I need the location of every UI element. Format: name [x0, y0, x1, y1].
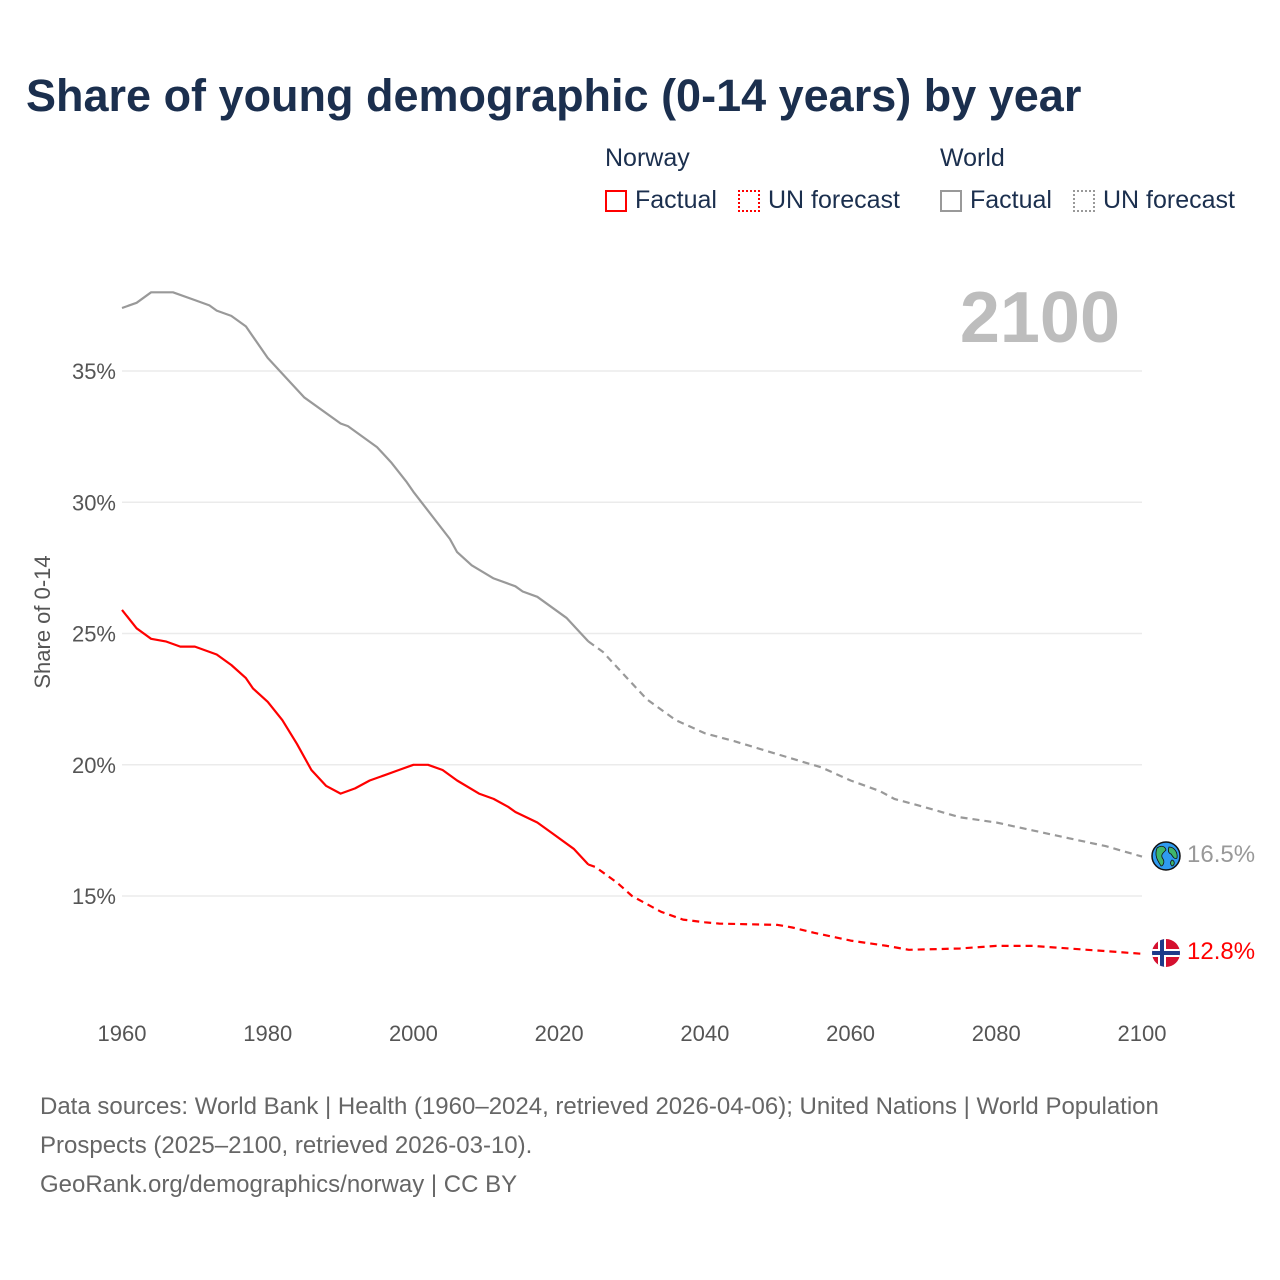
- norway-un-forecast-line: [587, 863, 1143, 955]
- legend-label: Factual: [970, 186, 1052, 214]
- year-label: 2100: [960, 278, 1120, 358]
- legend-label: UN forecast: [768, 186, 900, 214]
- footer: Data sources: World Bank | Health (1960–…: [40, 1087, 1190, 1204]
- y-axis-label: Share of 0-14: [30, 555, 55, 688]
- y-tick-label: 15%: [72, 884, 116, 909]
- x-tick-label: 1980: [243, 1021, 292, 1046]
- y-tick-label: 25%: [72, 622, 116, 647]
- norway-end-label: 12.8%: [1187, 938, 1255, 965]
- x-tick-label: 2000: [389, 1021, 438, 1046]
- legend-norway-forecast[interactable]: UN forecast: [738, 186, 900, 215]
- legend-swatch: [738, 189, 760, 212]
- legend-world-factual[interactable]: Factual: [940, 186, 1052, 215]
- data-sources: Data sources: World Bank | Health (1960–…: [40, 1093, 1159, 1159]
- x-tick-label: 2040: [680, 1021, 729, 1046]
- legend-swatch: [940, 189, 962, 212]
- chart-title: Share of young demographic (0-14 years) …: [26, 70, 1082, 121]
- x-tick-label: 2080: [972, 1021, 1021, 1046]
- norway-factual-line: [121, 609, 590, 866]
- x-tick-label: 2060: [826, 1021, 875, 1046]
- legend-world-group: World: [940, 144, 1005, 172]
- y-tick-label: 30%: [72, 490, 116, 515]
- legend-swatch: [605, 189, 627, 212]
- world-un-forecast-line: [587, 640, 1143, 858]
- y-tick-label: 35%: [72, 359, 116, 384]
- world-globe-icon: [1151, 841, 1181, 871]
- legend-swatch: [1073, 189, 1095, 212]
- x-tick-label: 2100: [1118, 1021, 1167, 1046]
- world-factual-line: [121, 291, 590, 643]
- y-tick-label: 20%: [72, 753, 116, 778]
- credit-link[interactable]: GeoRank.org/demographics/norway | CC BY: [40, 1171, 518, 1198]
- legend-norway-group: Norway: [605, 144, 690, 172]
- legend-label: UN forecast: [1103, 186, 1235, 214]
- legend-label: Factual: [635, 186, 717, 214]
- norway-flag-icon: [1152, 939, 1180, 967]
- x-tick-label: 2020: [535, 1021, 584, 1046]
- x-tick-label: 1960: [98, 1021, 147, 1046]
- world-end-label: 16.5%: [1187, 841, 1255, 868]
- legend-norway-factual[interactable]: Factual: [605, 186, 717, 215]
- legend-world-forecast[interactable]: UN forecast: [1073, 186, 1235, 215]
